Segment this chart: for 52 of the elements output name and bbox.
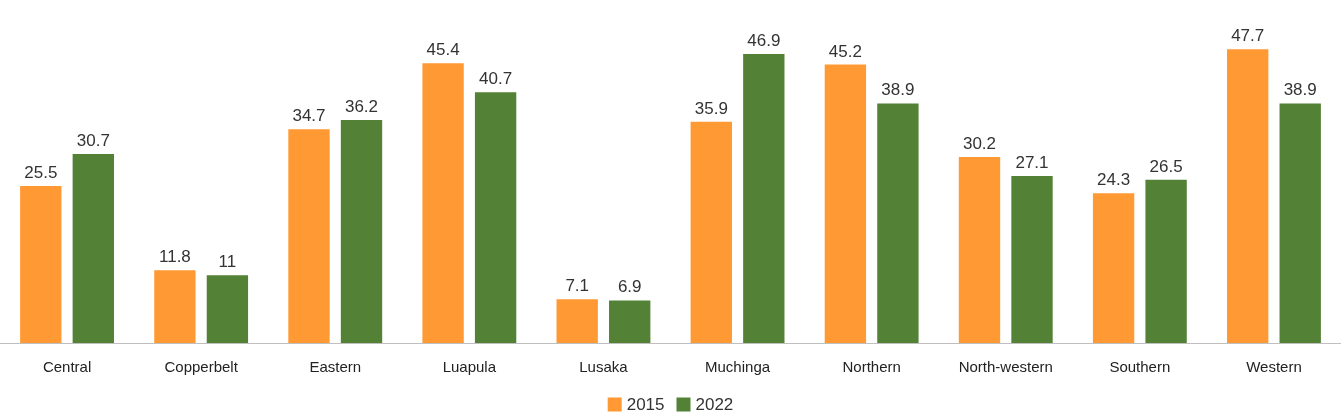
bar: [154, 270, 196, 343]
bar: [609, 300, 651, 343]
data-label: 36.2: [344, 97, 379, 117]
x-tick-label: Luapula: [442, 358, 497, 375]
legend-label: 2015: [626, 395, 665, 414]
x-tick-label: Lusaka: [579, 358, 629, 375]
data-label: 38.9: [1283, 80, 1317, 100]
x-tick-label: Central: [42, 358, 92, 375]
bar: [877, 103, 919, 343]
bar: [1279, 103, 1321, 343]
data-label: 38.9: [881, 80, 915, 100]
bar: [206, 275, 249, 343]
legend-label: 2022: [695, 395, 734, 414]
bar: [958, 156, 1001, 343]
x-tick-label: Muchinga: [705, 358, 771, 375]
data-label: 25.5: [24, 162, 58, 182]
data-label: 46.9: [747, 31, 781, 51]
x-tick-label: Southern: [1109, 358, 1171, 375]
bar: [474, 92, 517, 343]
bar: [556, 299, 598, 343]
bar: [72, 153, 114, 343]
data-label: 34.7: [292, 106, 326, 126]
x-tick-label: Copperbelt: [164, 358, 239, 375]
bar: [1227, 49, 1269, 343]
bar: [1145, 179, 1187, 343]
x-tick-label: Eastern: [309, 358, 362, 375]
data-label: 11.8: [158, 247, 191, 267]
bar: [288, 129, 330, 343]
data-label: 27.1: [1015, 153, 1049, 173]
x-tick-label: Northern: [842, 358, 901, 375]
bar: [422, 63, 464, 343]
data-label: 30.2: [962, 133, 997, 153]
data-label: 45.4: [426, 40, 460, 60]
data-label: 11: [218, 252, 237, 272]
data-label: 26.5: [1149, 156, 1183, 176]
bar: [824, 64, 867, 343]
data-label: 30.7: [76, 130, 110, 150]
bar: [743, 54, 785, 343]
data-label: 24.3: [1097, 170, 1131, 190]
data-label: 35.9: [694, 98, 728, 118]
data-label: 7.1: [565, 276, 590, 296]
data-label: 6.9: [617, 277, 642, 297]
bar: [1011, 176, 1053, 343]
x-tick-label: North-western: [958, 358, 1053, 375]
data-label: 40.7: [479, 69, 513, 89]
x-tick-label: Western: [1246, 358, 1302, 375]
bar: [20, 185, 62, 343]
bar: [690, 121, 732, 343]
data-label: 45.2: [828, 41, 862, 61]
data-label: 47.7: [1231, 26, 1265, 46]
bar: [1092, 193, 1135, 343]
bar: [340, 120, 383, 343]
